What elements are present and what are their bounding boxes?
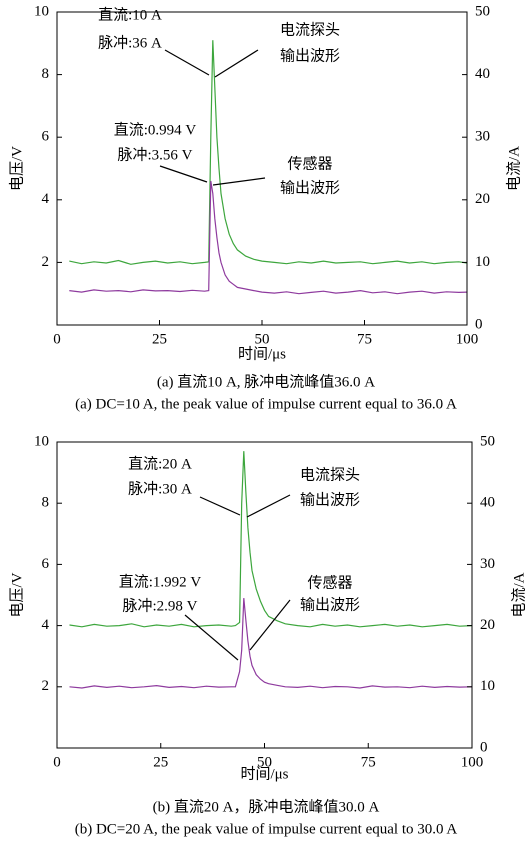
y-axis-label: 电压/V [8, 572, 25, 617]
x-tick-label: 0 [53, 331, 61, 347]
y-tick-label: 2 [42, 254, 50, 270]
x-axis-label: 时间/μs [240, 765, 288, 782]
caption-zh: (b) 直流20 A，脉冲电流峰值30.0 A [153, 798, 380, 815]
y2-tick-label: 10 [475, 254, 490, 270]
x-tick-label: 25 [153, 754, 168, 770]
annotation: 脉冲:2.98 V [122, 597, 197, 614]
plot-frame [56, 441, 473, 749]
y-tick-label: 6 [42, 129, 50, 145]
waveform [69, 451, 473, 628]
annotation: 传感器 [307, 574, 352, 591]
x-tick-label: 100 [456, 331, 479, 347]
annotation: 电流探头 [280, 21, 340, 38]
annotation: 输出波形 [280, 47, 340, 64]
annotation-leader [164, 49, 210, 76]
annotation: 传感器 [287, 155, 332, 172]
y-tick-label: 8 [42, 495, 50, 511]
annotation-leader [246, 494, 291, 518]
y-tick-label: 10 [34, 3, 49, 19]
annotation: 输出波形 [300, 491, 360, 508]
y-tick-label: 2 [42, 678, 50, 694]
annotation: 输出波形 [280, 179, 340, 196]
y2-axis-label: 电流/A [510, 572, 527, 617]
x-axis-label: 时间/μs [238, 345, 286, 362]
y-tick-label: 4 [42, 191, 50, 207]
y2-tick-label: 10 [480, 678, 495, 694]
annotation: 输出波形 [300, 596, 360, 613]
annotation: 直流:0.994 V [114, 121, 197, 138]
annotation: 直流:10 A [98, 6, 162, 23]
annotation: 直流:20 A [128, 455, 192, 472]
annotation-leader [159, 165, 208, 183]
annotation: 脉冲:3.56 V [117, 146, 192, 163]
y-tick-label: 6 [42, 556, 50, 572]
y-tick-label: 4 [42, 617, 50, 633]
annotation-leader [199, 496, 241, 516]
y2-tick-label: 20 [480, 617, 495, 633]
y2-tick-label: 50 [480, 433, 495, 449]
waveform [69, 598, 473, 689]
y2-tick-label: 20 [475, 191, 490, 207]
x-tick-label: 75 [361, 754, 376, 770]
y2-tick-label: 50 [475, 3, 490, 19]
x-tick-label: 50 [257, 754, 272, 770]
y-tick-label: 8 [42, 66, 50, 82]
caption-en: (b) DC=20 A, the peak value of impulse c… [75, 821, 458, 837]
annotation: 脉冲:30 A [128, 480, 192, 497]
annotation: 电流探头 [300, 466, 360, 483]
annotation-leader [214, 49, 259, 78]
x-tick-label: 0 [53, 754, 61, 770]
plot-frame [56, 11, 468, 326]
caption-en: (a) DC=10 A, the peak value of impulse c… [75, 396, 457, 412]
y-axis-label: 电压/V [8, 146, 25, 191]
y2-tick-label: 0 [475, 316, 483, 332]
annotation: 脉冲:36 A [98, 34, 162, 51]
x-tick-label: 25 [152, 331, 167, 347]
x-tick-label: 75 [357, 331, 372, 347]
y2-axis-label: 电流/A [505, 146, 522, 191]
annotation-leader [249, 599, 291, 651]
y2-tick-label: 30 [475, 129, 490, 145]
annotation-leader [212, 177, 266, 186]
y-tick-label: 10 [34, 433, 49, 449]
y2-tick-label: 0 [480, 739, 488, 755]
y2-tick-label: 30 [480, 556, 495, 572]
y2-tick-label: 40 [480, 495, 495, 511]
annotation: 直流:1.992 V [119, 573, 202, 590]
y2-tick-label: 40 [475, 66, 490, 82]
caption-zh: (a) 直流10 A, 脉冲电流峰值36.0 A [157, 373, 375, 390]
waveform [69, 180, 468, 295]
x-tick-label: 100 [461, 754, 484, 770]
x-tick-label: 50 [255, 331, 270, 347]
annotation-leader [184, 614, 239, 661]
waveform [69, 40, 468, 265]
